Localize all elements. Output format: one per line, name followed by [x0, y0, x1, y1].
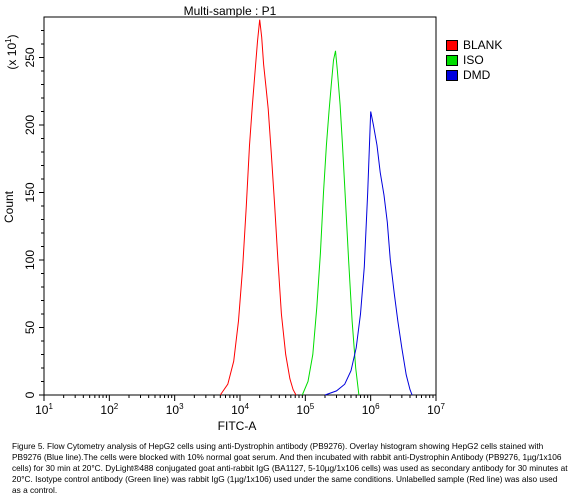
legend-swatch-blank [446, 40, 458, 51]
y-multiplier-label: (x 10 [5, 43, 19, 70]
x-tick-exp: 4 [244, 402, 249, 411]
series-line-iso [301, 50, 360, 396]
x-tick-exp: 6 [375, 402, 380, 411]
figure-caption: Figure 5. Flow Cytometry analysis of Hep… [12, 441, 568, 495]
x-tick-base: 10 [231, 403, 245, 417]
x-tick-exp: 7 [440, 402, 445, 411]
y-axis: 0 50 100 150 200 250 [23, 30, 44, 398]
y-axis-multiplier: (x 101) [4, 34, 19, 69]
x-tick-label: 107 [427, 402, 445, 417]
x-tick-exp: 2 [114, 402, 119, 411]
legend-swatch-dmd [446, 70, 458, 81]
series-line-dmd [324, 111, 413, 396]
x-tick-base: 10 [100, 403, 114, 417]
x-tick-label: 103 [166, 402, 184, 417]
y-tick-label: 200 [23, 115, 37, 135]
x-tick-label: 105 [296, 402, 314, 417]
x-tick-base: 10 [35, 403, 49, 417]
flow-cytometry-histogram: Multi-sample : P1 (x 101) Count FITC-A 0… [2, 4, 502, 433]
legend-swatch-iso [446, 55, 458, 66]
y-tick-label: 250 [23, 47, 37, 67]
legend-label-blank: BLANK [463, 38, 503, 52]
y-tick-label: 50 [23, 321, 37, 335]
x-axis: 101 102 103 104 105 106 107 [35, 395, 445, 417]
chart-title: Multi-sample : P1 [184, 4, 277, 18]
legend-item-iso: ISO [446, 53, 502, 68]
x-tick-label: 106 [362, 402, 380, 417]
y-tick-label: 150 [23, 182, 37, 202]
svg-text:(x 101): (x 101) [4, 34, 19, 69]
x-tick-label: 104 [231, 402, 249, 417]
y-tick-label: 100 [23, 250, 37, 270]
x-axis-label: FITC-A [218, 419, 257, 433]
x-tick-label: 102 [100, 402, 118, 417]
legend-label-iso: ISO [463, 53, 484, 67]
legend: BLANK ISO DMD [446, 38, 502, 83]
y-multiplier-exp: 1 [4, 38, 13, 43]
legend-item-dmd: DMD [446, 68, 502, 83]
y-axis-label: Count [2, 190, 16, 223]
x-tick-base: 10 [427, 403, 441, 417]
legend-label-dmd: DMD [463, 68, 491, 82]
x-tick-exp: 5 [310, 402, 315, 411]
x-tick-exp: 3 [179, 402, 184, 411]
legend-item-blank: BLANK [446, 38, 502, 53]
plot-frame [43, 16, 437, 396]
x-tick-base: 10 [296, 403, 310, 417]
chart-svg: Multi-sample : P1 (x 101) Count FITC-A 0… [2, 4, 445, 433]
y-tick-label: 0 [23, 391, 37, 398]
histogram-series [219, 19, 413, 396]
x-tick-exp: 1 [48, 402, 53, 411]
x-tick-label: 101 [35, 402, 53, 417]
x-tick-base: 10 [362, 403, 376, 417]
series-line-blank [219, 19, 297, 396]
x-tick-base: 10 [166, 403, 180, 417]
